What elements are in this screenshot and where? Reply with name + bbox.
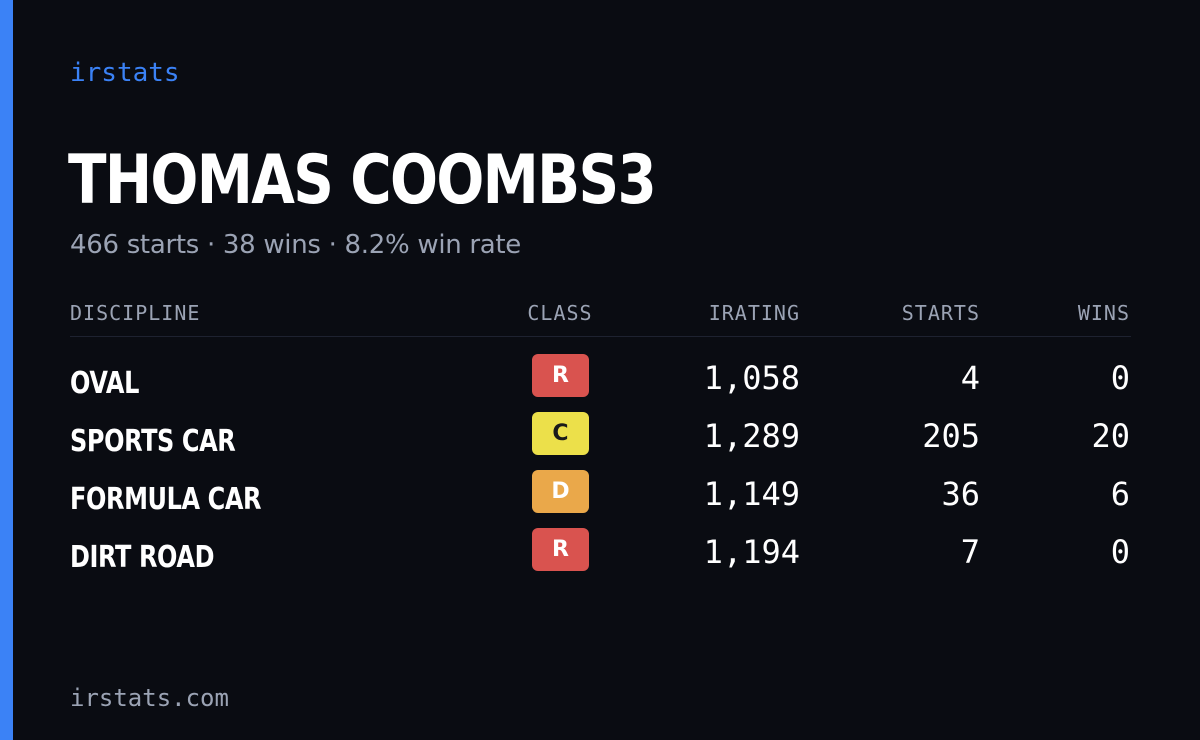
discipline-name: SPORTS CAR <box>70 424 236 459</box>
irating-value: 1,149 <box>703 475 800 513</box>
wins-value: 0 <box>1110 359 1130 397</box>
starts-value: 7 <box>960 533 980 571</box>
starts-value: 205 <box>922 417 980 455</box>
class-badge: C <box>532 412 589 455</box>
table-row: DIRT ROAD R 1,194 7 0 <box>70 524 1131 582</box>
wins-value: 0 <box>1110 533 1130 571</box>
irating-value: 1,058 <box>703 359 800 397</box>
class-badge: R <box>532 528 589 571</box>
irating-value: 1,194 <box>703 533 800 571</box>
accent-bar <box>0 0 13 740</box>
table-row: SPORTS CAR C 1,289 205 20 <box>70 408 1131 466</box>
discipline-name: DIRT ROAD <box>70 540 215 575</box>
table-header: DISCIPLINE CLASS IRATING STARTS WINS <box>70 298 1131 337</box>
wins-value: 6 <box>1110 475 1130 513</box>
driver-name: THOMAS COOMBS3 <box>68 141 657 220</box>
class-badge: R <box>532 354 589 397</box>
discipline-name: OVAL <box>70 366 139 401</box>
header-wins: WINS <box>1077 301 1130 325</box>
starts-value: 4 <box>960 359 980 397</box>
header-starts: STARTS <box>901 301 980 325</box>
driver-summary: 466 starts · 38 wins · 8.2% win rate <box>70 230 522 260</box>
table-row: FORMULA CAR D 1,149 36 6 <box>70 466 1131 524</box>
class-badge: D <box>532 470 589 513</box>
starts-value: 36 <box>941 475 980 513</box>
header-discipline: DISCIPLINE <box>70 301 201 325</box>
header-class: CLASS <box>527 301 593 325</box>
wins-value: 20 <box>1091 417 1130 455</box>
footer-url[interactable]: irstats.com <box>70 684 229 712</box>
header-irating: IRATING <box>708 301 800 325</box>
table-row: OVAL R 1,058 4 0 <box>70 350 1131 408</box>
brand-logo: irstats <box>70 58 180 88</box>
discipline-table: OVAL R 1,058 4 0 SPORTS CAR C 1,289 205 … <box>70 350 1131 582</box>
irating-value: 1,289 <box>703 417 800 455</box>
discipline-name: FORMULA CAR <box>70 482 262 517</box>
